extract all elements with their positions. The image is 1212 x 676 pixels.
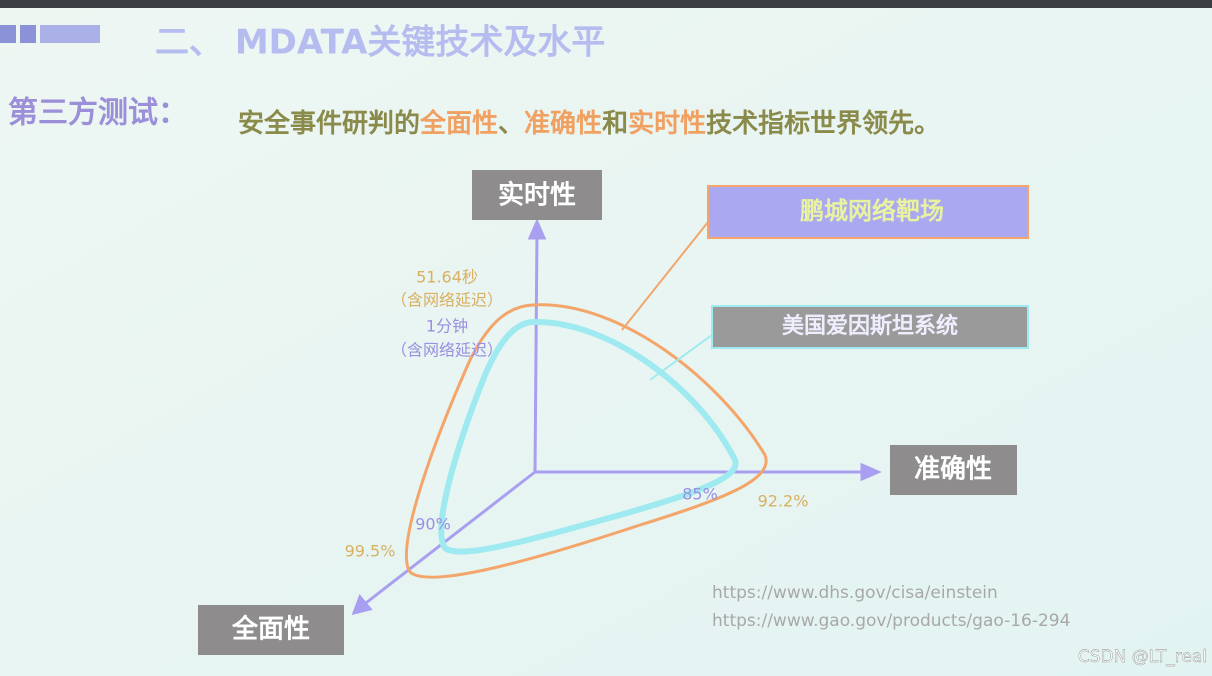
subtitle-part: 全面性	[419, 108, 498, 139]
annotation: （含网络延迟）	[391, 291, 503, 310]
annotation: （含网络延迟）	[391, 341, 503, 360]
annotation: 92.2%	[758, 492, 809, 511]
einstein-curve	[438, 318, 739, 555]
subtitle-part: 技术指标世界领先。	[706, 108, 940, 139]
title-bar-deco	[0, 25, 100, 43]
subtitle-part: 、	[498, 109, 524, 139]
subtitle-part: 和	[602, 109, 628, 139]
source-url: https://www.dhs.gov/cisa/einstein	[712, 583, 998, 603]
subtitle-part: 实时性	[628, 108, 706, 139]
axis-label: 准确性	[914, 454, 992, 485]
subtitle-part: 安全事件研判的	[238, 108, 420, 139]
axis-label-box	[890, 445, 1017, 495]
pengcheng-curve	[405, 303, 768, 579]
annotation: 90%	[415, 515, 451, 534]
annotation: 99.5%	[345, 542, 396, 561]
annotation: 1分钟	[426, 317, 468, 336]
legend-box	[707, 185, 1029, 239]
axes	[351, 218, 882, 616]
annotation: 85%	[682, 485, 718, 504]
legend-label: 美国爱因斯坦系统	[782, 313, 958, 339]
axis-label-box	[198, 605, 344, 655]
axis-label: 全面性	[231, 614, 310, 645]
subtitle: 安全事件研判的全面性、准确性和实时性技术指标世界领先。	[238, 108, 940, 139]
axis-label-box	[472, 170, 602, 220]
watermark: CSDN @LT_real	[1078, 647, 1207, 667]
subtitle-lead: 第三方测试：	[8, 96, 188, 131]
leader-line	[621, 221, 709, 331]
legend-label: 鹏城网络靶场	[800, 197, 944, 225]
top-edge	[0, 0, 1212, 8]
annotation: 51.64秒	[416, 268, 478, 287]
slide-title: 二、 MDATA关键技术及水平	[155, 23, 605, 63]
subtitle-part: 准确性	[524, 108, 602, 139]
source-url: https://www.gao.gov/products/gao-16-294	[712, 611, 1070, 631]
legend-box	[711, 305, 1029, 349]
leader-line	[649, 334, 713, 381]
axis-label: 实时性	[498, 180, 576, 211]
